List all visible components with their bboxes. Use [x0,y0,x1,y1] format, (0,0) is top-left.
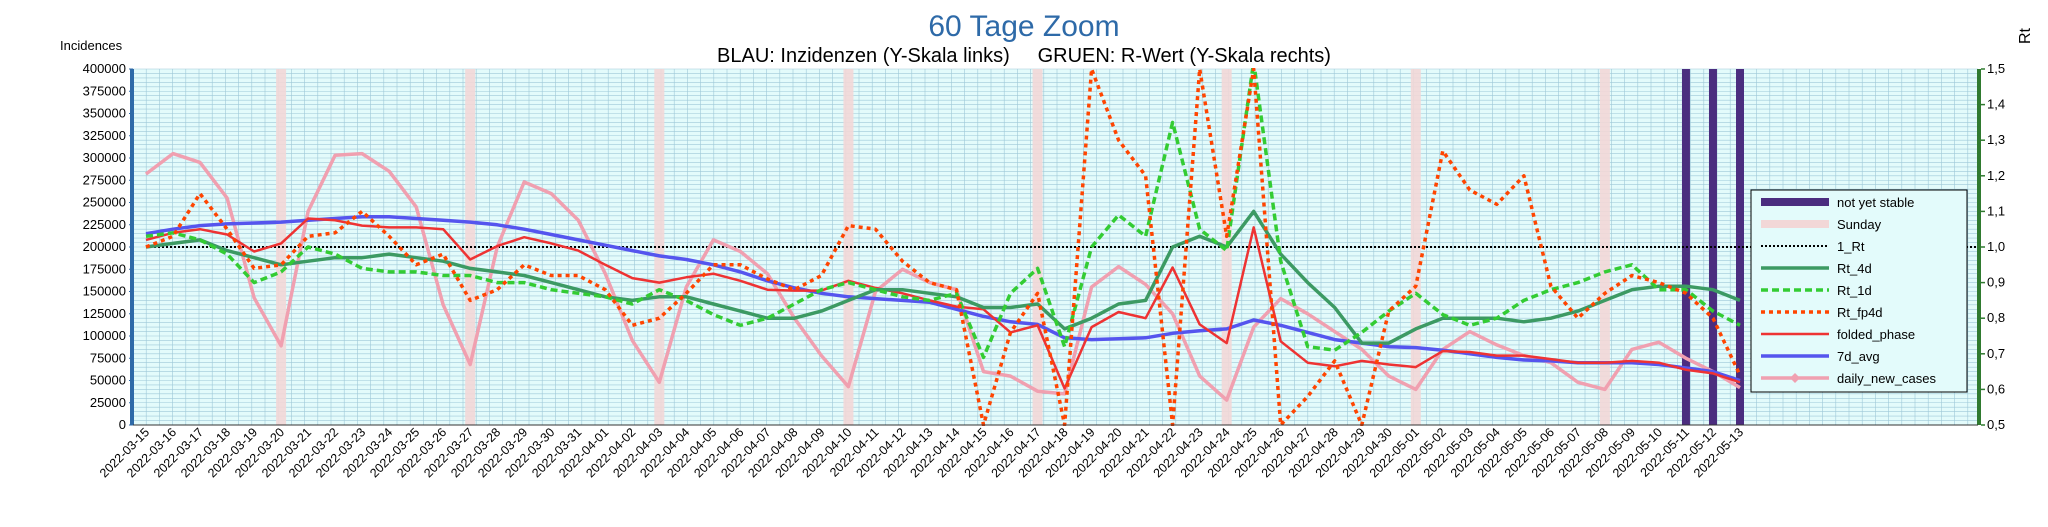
left-tick-label: 400000 [83,61,126,76]
left-tick-label: 0 [119,417,126,432]
left-tick-labels: 0 25000 50000 75000 100000 125000 150000 175000… [83,61,133,432]
series-Rt-fp4d [145,68,1742,426]
left-tick-label: 325000 [83,128,126,143]
left-tick-label: 275000 [83,172,126,187]
chart-title: 60 Tage Zoom [928,10,1119,43]
legend-swatch-Sunday [1761,220,1829,228]
sunday-band [1032,69,1043,425]
left-tick-label: 250000 [83,195,126,210]
legend-label-folded-phase: folded_phase [1837,327,1915,342]
right-tick-label: 1,0 [1987,239,2005,254]
series-7d-avg [145,214,1741,383]
right-tick-label: 1,4 [1987,97,2005,112]
left-tick-label: 25000 [90,395,126,410]
sunday-band [843,69,854,425]
left-tick-label: 225000 [83,217,126,232]
legend-label-7d-avg: 7d_avg [1837,349,1880,364]
right-tick-label: 1,5 [1987,61,2005,76]
series-lines [144,68,1742,426]
sunday-band [1599,69,1610,425]
sunday-band [276,69,287,425]
right-tick-label: 0,6 [1987,381,2005,396]
right-tick-label: 0,9 [1987,275,2005,290]
left-tick-label: 350000 [83,106,126,121]
not-yet-stable-band [1708,69,1717,425]
legend-label-Rt-1d: Rt_1d [1837,283,1872,298]
not-yet-stable-band [1681,69,1690,425]
right-tick-label: 1,1 [1987,203,2005,218]
legend-label-not-yet-stable: not yet stable [1837,195,1914,210]
left-axis-label: Incidences [60,38,123,53]
legend-label-Rt-4d: Rt_4d [1837,261,1872,276]
left-tick-label: 50000 [90,373,126,388]
left-tick-label: 75000 [90,350,126,365]
left-tick-label: 100000 [83,328,126,343]
series-Rt-4d [145,209,1741,345]
right-tick-label: 0,8 [1987,310,2005,325]
legend-label-1-Rt: 1_Rt [1837,239,1865,254]
series-folded-phase [145,217,1741,390]
chart-subtitle: BLAU: Inzidenzen (Y-Skala links) GRUEN: … [717,45,1331,67]
right-axis [1977,69,1981,425]
legend: not yet stable Sunday 1_Rt Rt_4d Rt_1d Rt_fp4… [1750,189,1968,393]
right-tick-label: 0,5 [1987,417,2005,432]
left-tick-label: 175000 [83,261,126,276]
left-tick-label: 200000 [83,239,126,254]
legend-label-daily-new-cases: daily_new_cases [1837,371,1937,386]
x-tick-labels: 2022-03-152022-03-162022-03-172022-03-18… [97,425,1746,480]
legend-swatch-not-yet-stable [1761,198,1829,206]
left-tick-label: 375000 [83,83,126,98]
left-tick-label: 125000 [83,306,126,321]
legend-marker [1790,373,1800,383]
series-Rt-1d [145,68,1741,360]
right-tick-labels: 0,5 0,6 0,7 0,8 0,9 1,0 1,1 1,2 1,3 1,4 1,5 [1981,61,2005,432]
right-tick-label: 1,2 [1987,168,2005,183]
right-tick-label: 0,7 [1987,346,2005,361]
left-tick-label: 300000 [83,150,126,165]
right-tick-label: 1,3 [1987,132,2005,147]
left-tick-label: 150000 [83,284,126,299]
right-axis-label: Rt [2017,27,2034,44]
legend-label-Sunday: Sunday [1837,217,1882,232]
legend-label-Rt-fp4d: Rt_fp4d [1837,305,1883,320]
